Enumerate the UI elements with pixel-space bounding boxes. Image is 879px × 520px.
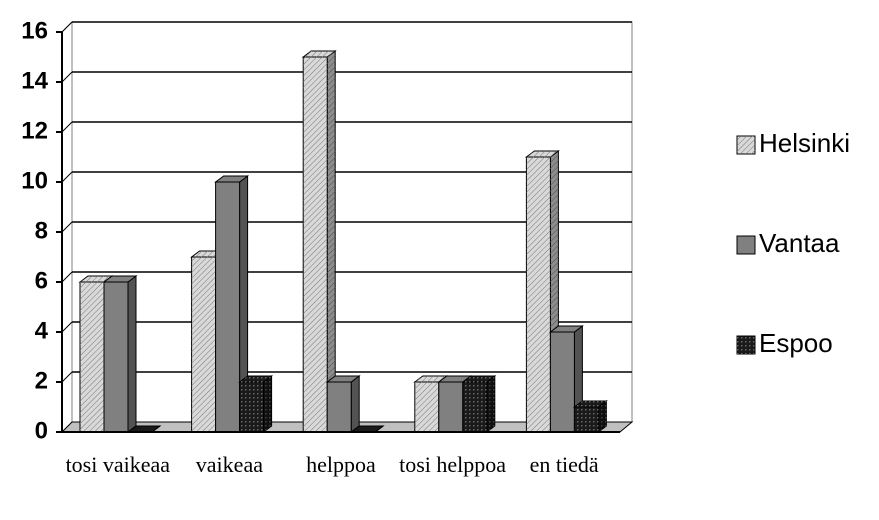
bar — [572, 400, 608, 433]
x-tick-label: vaikeaa — [195, 452, 263, 477]
y-tick-label: 0 — [35, 417, 48, 444]
legend-label: Vantaa — [759, 228, 840, 258]
y-tick-label: 4 — [35, 317, 49, 344]
legend-label: Helsinki — [759, 128, 850, 158]
grid-line — [61, 21, 73, 33]
bar — [102, 275, 138, 433]
y-tick-label: 10 — [21, 167, 48, 194]
x-tick-label: helppoa — [306, 452, 376, 477]
legend-label: Espoo — [759, 328, 833, 358]
bar — [461, 375, 497, 433]
y-tick-label: 16 — [21, 17, 48, 44]
grid-line — [61, 271, 73, 283]
grid-line — [61, 171, 73, 183]
x-tick-label: en tiedä — [529, 452, 599, 477]
y-tick-label: 12 — [21, 117, 48, 144]
grid-line — [61, 121, 73, 133]
bar — [325, 375, 361, 433]
x-tick-label: tosi helppoa — [399, 452, 507, 477]
y-tick-label: 8 — [35, 217, 48, 244]
bar — [301, 50, 337, 433]
grid-line — [61, 221, 73, 233]
bar — [238, 375, 274, 433]
y-tick-label: 14 — [21, 67, 48, 94]
grid-line — [61, 71, 73, 83]
y-tick-label: 2 — [35, 367, 48, 394]
grid-line — [61, 371, 73, 383]
legend-swatch — [736, 235, 756, 255]
grid-line — [61, 321, 73, 333]
x-tick-label: tosi vaikeaa — [65, 452, 171, 477]
y-tick-label: 6 — [35, 267, 48, 294]
